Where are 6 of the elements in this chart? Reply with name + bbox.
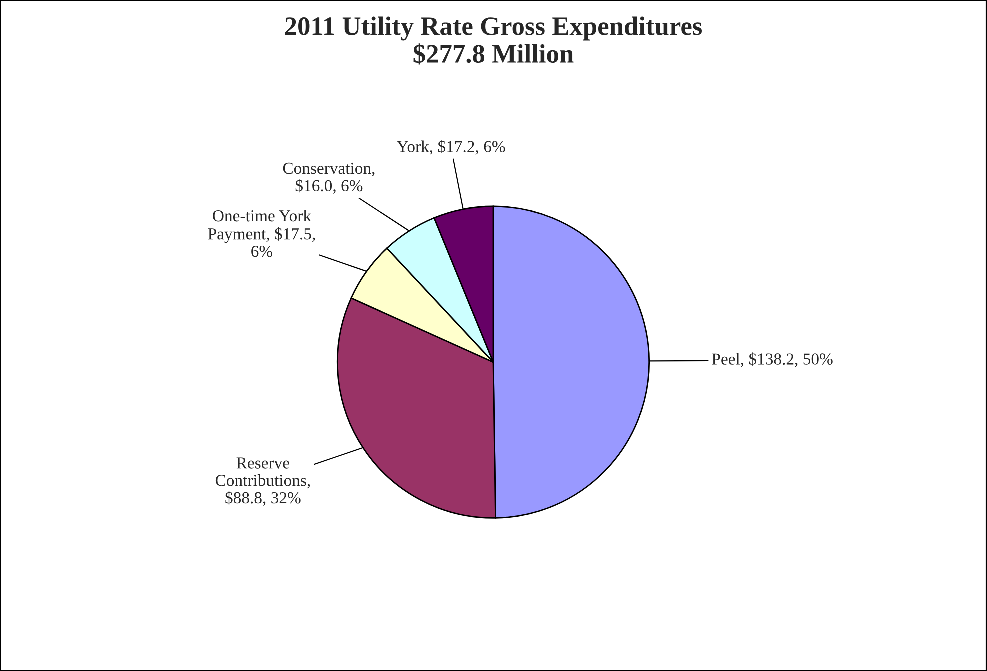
chart-title: 2011 Utility Rate Gross Expenditures $277.8 Million — [285, 16, 702, 65]
slice-label: Reserve Contributions, $88.8, 32% — [216, 458, 310, 506]
slice-label: One-time York Payment, $17.5, 6% — [208, 210, 316, 258]
slice-label: Conservation, $16.0, 6% — [283, 162, 375, 194]
slice-label: Peel, $138.2, 50% — [712, 352, 833, 368]
slice-label: York, $17.2, 6% — [397, 140, 506, 155]
